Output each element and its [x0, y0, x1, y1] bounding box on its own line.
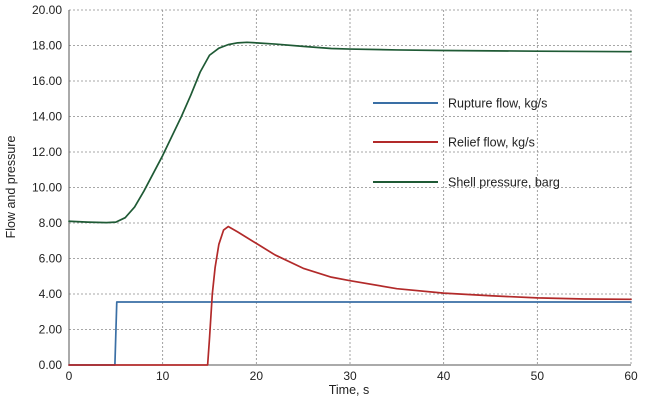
x-tick-label: 20: [250, 369, 264, 383]
y-tick-label: 10.00: [32, 181, 62, 195]
grid: [69, 9, 632, 365]
y-tick-label: 14.00: [32, 110, 62, 124]
legend-label: Relief flow, kg/s: [448, 136, 535, 150]
y-tick-label: 8.00: [39, 216, 63, 230]
x-tick-label: 60: [624, 369, 638, 383]
y-tick-label: 16.00: [32, 74, 62, 88]
tick-labels: 0.00 2.00 4.00 6.00 8.00 10.00 12.00 14.00 16.00…: [32, 3, 638, 383]
y-tick-label: 20.00: [32, 3, 62, 17]
y-tick-label: 18.00: [32, 39, 62, 53]
x-tick-label: 30: [343, 369, 357, 383]
x-axis-label: Time, s: [329, 383, 370, 397]
y-tick-label: 4.00: [39, 287, 63, 301]
x-tick-label: 40: [437, 369, 451, 383]
x-tick-label: 50: [531, 369, 545, 383]
legend-label: Shell pressure, barg: [448, 176, 560, 190]
series-lines: [68, 41, 632, 366]
legend-label: Rupture flow, kg/s: [448, 97, 547, 111]
x-tick-label: 10: [156, 369, 170, 383]
y-tick-label: 2.00: [39, 323, 63, 337]
y-tick-label: 0.00: [39, 358, 63, 372]
x-tick-label: 0: [66, 369, 73, 383]
legend: Rupture flow, kg/s Relief flow, kg/s Shell…: [373, 97, 560, 190]
y-tick-label: 12.00: [32, 145, 62, 159]
y-axis-label: Flow and pressure: [4, 136, 18, 239]
series-line-shell-pressure-barg: [68, 41, 632, 224]
y-tick-label: 6.00: [39, 252, 63, 266]
series-line-relief-flow-kg-s: [68, 225, 632, 366]
